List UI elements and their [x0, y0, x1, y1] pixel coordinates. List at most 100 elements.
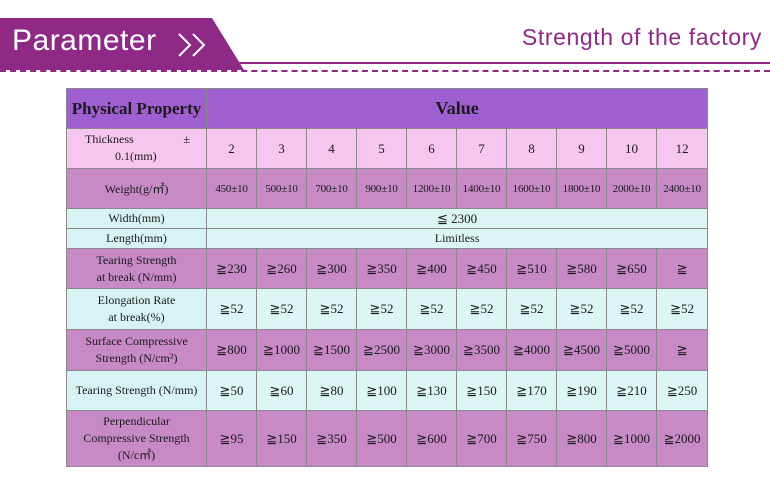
table-cell: 9: [556, 128, 607, 169]
label-text: Strength (N/cm²): [95, 351, 178, 365]
table-cell: 2: [206, 128, 257, 169]
table-cell: 700±10: [306, 168, 357, 209]
table-row-perpendicular-compressive: Perpendicular Compressive Strength (N/c㎡…: [66, 410, 709, 467]
row-label-width: Width(mm): [66, 208, 207, 229]
table-cell: ≧95: [206, 410, 257, 467]
table-cell: ≧210: [606, 370, 657, 411]
table-cell: ≧52: [256, 288, 307, 330]
label-text: at break(%): [108, 310, 165, 324]
label-text: Compressive Strength: [83, 431, 190, 445]
row-label-elongation: Elongation Rate at break(%): [66, 288, 207, 330]
table-cell: 1800±10: [556, 168, 607, 209]
header-divider: [0, 62, 770, 64]
table-cell: ≧52: [556, 288, 607, 330]
label-text: (N/c㎡): [117, 448, 156, 462]
table-cell: 3: [256, 128, 307, 169]
table-cell: 12: [655, 128, 709, 169]
row-label-weight: Weight(g/㎡): [66, 168, 207, 209]
table-cell: 2400±10: [655, 168, 709, 209]
header-dashed-divider: [0, 70, 770, 72]
table-cell: ≧150: [256, 410, 307, 467]
table-cell: 450±10: [206, 168, 257, 209]
table-cell: ≧230: [206, 248, 257, 289]
parameter-table: Physical Property Value Thickness ± 0.1(…: [66, 88, 709, 467]
table-row-weight: Weight(g/㎡) 450±10 500±10 700±10 900±10 …: [66, 168, 709, 209]
table-cell: ≧250: [655, 370, 709, 411]
table-row-elongation: Elongation Rate at break(%) ≧52 ≧52 ≧52 …: [66, 288, 709, 330]
table-row-length: Length(mm) Limitless: [66, 228, 709, 249]
table-row-surface-compressive: Surface Compressive Strength (N/cm²) ≧80…: [66, 329, 709, 371]
table-cell: ≧500: [356, 410, 407, 467]
table-cell: ≧52: [306, 288, 357, 330]
table-cell: ≧1000: [606, 410, 657, 467]
label-text: ±: [183, 132, 190, 146]
table-cell: ≧130: [406, 370, 457, 411]
parameter-banner: Parameter: [0, 18, 244, 70]
table-header-row: Physical Property Value: [66, 88, 709, 129]
table-cell: ≧800: [206, 329, 257, 371]
table-cell: ≧170: [506, 370, 557, 411]
row-label-surface-compressive: Surface Compressive Strength (N/cm²): [66, 329, 207, 371]
table-cell: ≧: [655, 329, 709, 371]
table-cell: 2000±10: [606, 168, 657, 209]
table-cell: ≧52: [206, 288, 257, 330]
label-text: Surface Compressive: [85, 334, 188, 348]
table-cell: ≧700: [456, 410, 507, 467]
row-label-length: Length(mm): [66, 228, 207, 249]
table-cell: ≧52: [606, 288, 657, 330]
table-cell: 900±10: [356, 168, 407, 209]
tagline: Strength of the factory: [521, 24, 762, 50]
table-cell: 6: [406, 128, 457, 169]
table-cell: ≧: [655, 248, 709, 289]
table-cell: Limitless: [205, 228, 709, 249]
header-physical-property: Physical Property: [66, 88, 207, 129]
table-cell: ≧190: [556, 370, 607, 411]
table-cell: ≧1500: [306, 329, 357, 371]
row-label-thickness: Thickness ± 0.1(mm): [66, 128, 207, 169]
banner-title: Parameter: [12, 24, 157, 57]
table-cell: ≧750: [506, 410, 557, 467]
table-cell: 1200±10: [406, 168, 457, 209]
table-cell: 1600±10: [506, 168, 557, 209]
table-cell: ≧52: [655, 288, 709, 330]
table-cell: ≦ 2300: [205, 208, 709, 229]
table-cell: ≧400: [406, 248, 457, 289]
table-cell: ≧4000: [506, 329, 557, 371]
table-cell: 4: [306, 128, 357, 169]
table-cell: 5: [356, 128, 407, 169]
table-cell: ≧52: [406, 288, 457, 330]
table-cell: ≧100: [356, 370, 407, 411]
table-cell: ≧2000: [655, 410, 709, 467]
table-cell: ≧1000: [256, 329, 307, 371]
row-label-tearing-strength: Tearing Strength (N/mm): [66, 370, 207, 411]
label-text: Perpendicular: [103, 414, 170, 428]
table-cell: ≧450: [456, 248, 507, 289]
table-row-tearing-strength: Tearing Strength (N/mm) ≧50 ≧60 ≧80 ≧100…: [66, 370, 709, 411]
row-label-tearing-break: Tearing Strength at break (N/mm): [66, 248, 207, 289]
table-row-thickness: Thickness ± 0.1(mm) 2 3 4 5 6 7 8 9 10 1…: [66, 128, 709, 169]
table-cell: ≧52: [356, 288, 407, 330]
table-cell: ≧350: [306, 410, 357, 467]
table-cell: ≧3500: [456, 329, 507, 371]
label-text: Thickness: [85, 132, 134, 146]
table-cell: ≧2500: [356, 329, 407, 371]
table-cell: ≧150: [456, 370, 507, 411]
table-cell: ≧350: [356, 248, 407, 289]
table-cell: 8: [506, 128, 557, 169]
table-cell: ≧52: [506, 288, 557, 330]
table-cell: ≧52: [456, 288, 507, 330]
table-cell: 1400±10: [456, 168, 507, 209]
label-text: Elongation Rate: [97, 293, 176, 307]
table-cell: ≧800: [556, 410, 607, 467]
table-cell: ≧5000: [606, 329, 657, 371]
label-text: at break (N/mm): [96, 269, 177, 284]
table-cell: ≧3000: [406, 329, 457, 371]
table-cell: 500±10: [256, 168, 307, 209]
table-cell: ≧260: [256, 248, 307, 289]
table-cell: ≧510: [506, 248, 557, 289]
double-chevron-right-icon: [178, 33, 206, 57]
table-cell: ≧600: [406, 410, 457, 467]
row-label-perpendicular-compressive: Perpendicular Compressive Strength (N/c㎡…: [66, 410, 207, 467]
table-cell: 10: [606, 128, 657, 169]
table-cell: ≧650: [606, 248, 657, 289]
